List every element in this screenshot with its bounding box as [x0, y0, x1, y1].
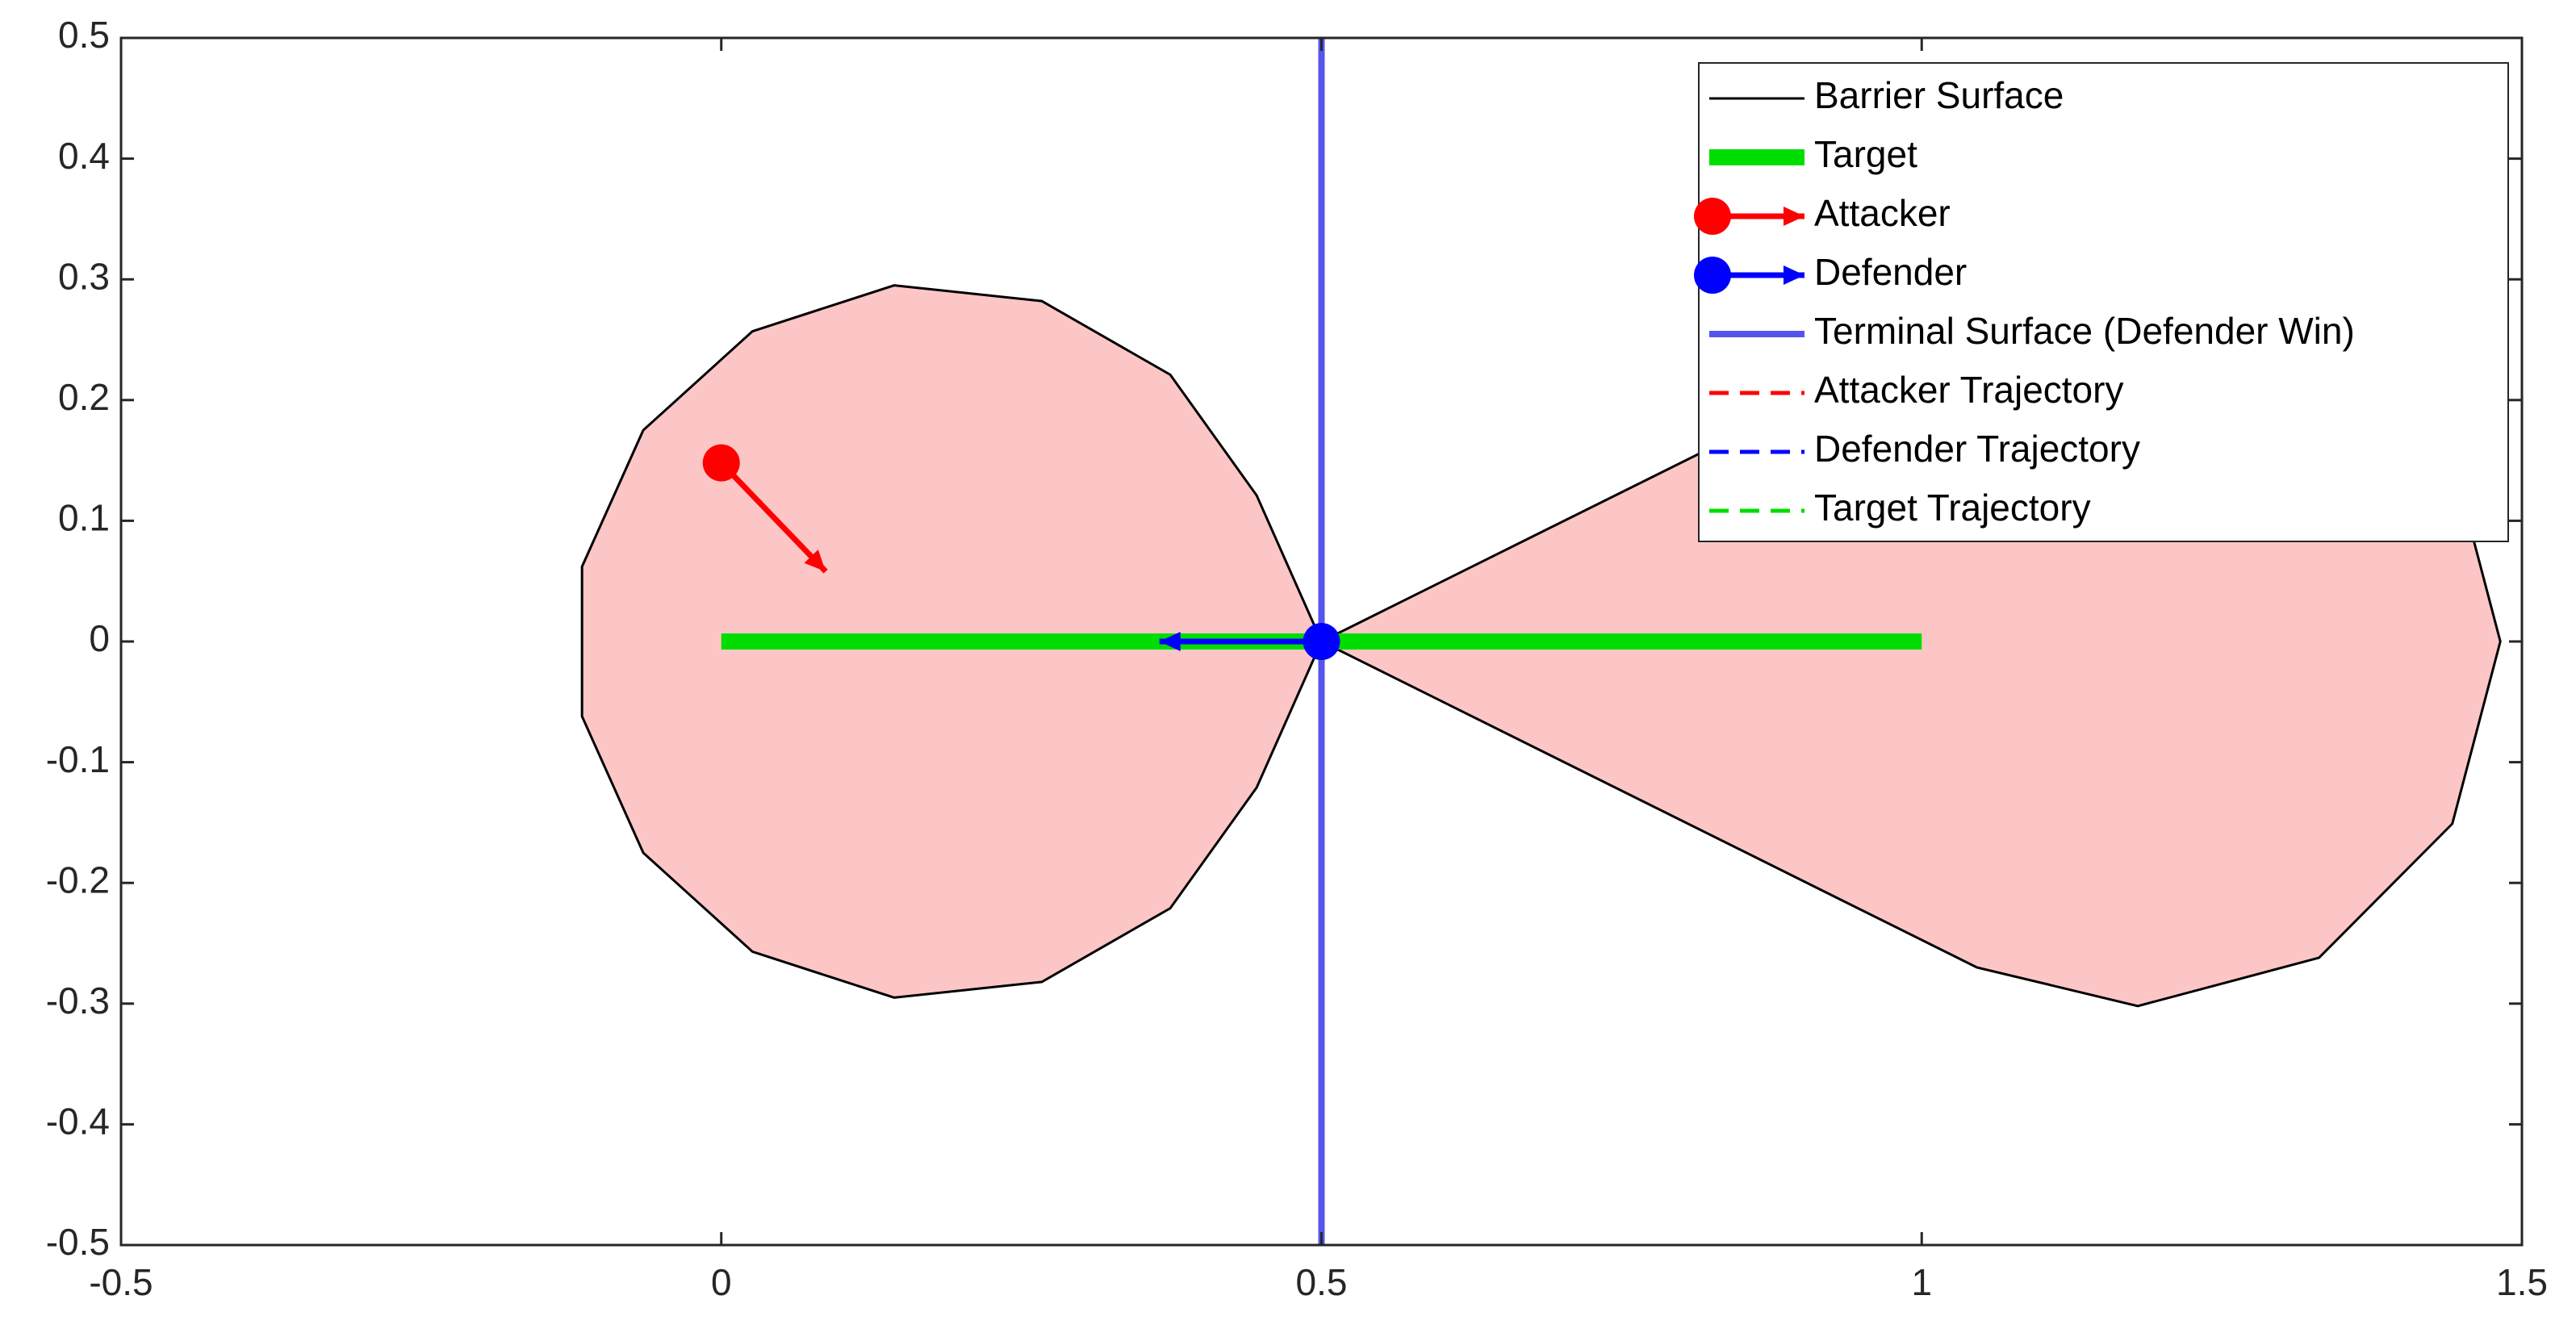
x-tick-label: -0.5 [89, 1261, 153, 1303]
arrow-head [1784, 265, 1804, 285]
legend-label: Defender [1814, 251, 1967, 293]
y-tick-label: -0.1 [46, 738, 110, 780]
agent-marker [702, 444, 740, 482]
y-tick-label: -0.3 [46, 980, 110, 1022]
y-tick-label: -0.2 [46, 859, 110, 901]
legend-label: Attacker Trajectory [1814, 369, 2123, 411]
y-tick-label: 0.1 [58, 497, 110, 539]
y-tick-label: 0 [89, 617, 110, 659]
legend-label: Defender Trajectory [1814, 428, 2140, 470]
arrow-head [804, 549, 826, 572]
agent-marker [1303, 623, 1340, 660]
legend-label: Target Trajectory [1814, 487, 2091, 529]
y-tick-label: 0.4 [58, 135, 110, 177]
y-tick-label: -0.5 [46, 1221, 110, 1263]
legend-box [1698, 62, 2509, 542]
y-tick-label: 0.5 [58, 14, 110, 56]
x-tick-label: 0 [711, 1261, 732, 1303]
legend-label: Attacker [1814, 192, 1951, 234]
x-tick-label: 0.5 [1296, 1261, 1348, 1303]
y-tick-label: -0.4 [46, 1101, 110, 1143]
legend-label: Terminal Surface (Defender Win) [1814, 310, 2355, 352]
y-tick-label: 0.2 [58, 376, 110, 418]
legend-label: Target [1814, 133, 1917, 175]
arrow-head [1159, 632, 1181, 651]
y-tick-label: 0.3 [58, 255, 110, 297]
legend-swatch [1694, 257, 1731, 294]
x-tick-label: 1 [1911, 1261, 1932, 1303]
x-tick-label: 1.5 [2496, 1261, 2548, 1303]
velocity-arrow [719, 461, 828, 574]
arrow-head [1784, 207, 1804, 226]
legend-swatch [1694, 198, 1731, 235]
legend-label: Barrier Surface [1814, 74, 2064, 116]
